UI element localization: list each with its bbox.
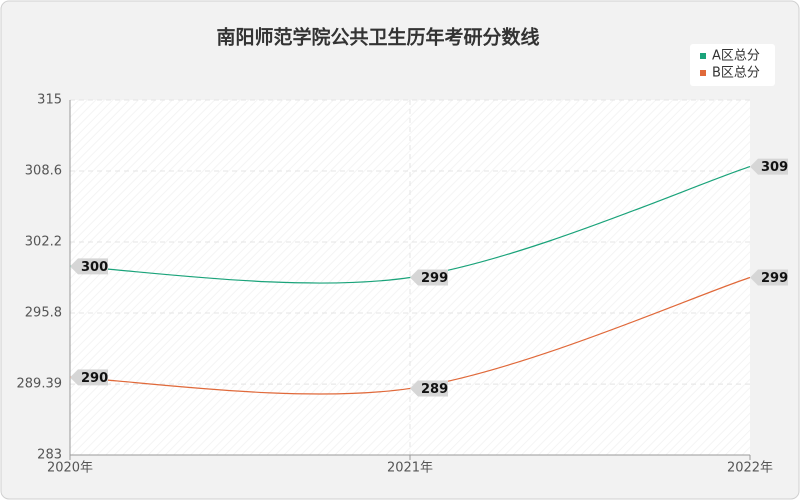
value-tag xyxy=(750,269,788,286)
x-tick-label: 2020年 xyxy=(47,461,93,476)
x-tick-label: 2022年 xyxy=(727,461,773,476)
value-tag xyxy=(410,269,448,286)
legend-swatch xyxy=(700,70,706,76)
value-tag xyxy=(70,258,108,275)
y-tick-label: 315 xyxy=(37,93,62,108)
x-tick-label: 2021年 xyxy=(387,461,433,476)
value-label: 290 xyxy=(81,371,108,386)
y-tick-label: 295.8 xyxy=(25,306,62,321)
value-label: 299 xyxy=(421,271,448,286)
value-label: 309 xyxy=(761,160,788,175)
value-tag xyxy=(750,158,788,175)
y-tick-label: 289.39 xyxy=(17,377,63,392)
y-tick-label: 302.2 xyxy=(25,235,62,250)
legend-label[interactable]: B区总分 xyxy=(712,66,760,81)
legend-swatch xyxy=(700,53,706,59)
value-label: 299 xyxy=(761,271,788,286)
chart-title: 南阳师范学院公共卫生历年考研分数线 xyxy=(216,26,539,49)
value-label: 300 xyxy=(81,260,108,275)
series-line xyxy=(69,276,751,395)
legend-label[interactable]: A区总分 xyxy=(712,49,760,64)
y-tick-label: 283 xyxy=(37,448,62,463)
legend-box xyxy=(690,44,775,86)
value-tag xyxy=(70,369,108,386)
y-tick-label: 308.6 xyxy=(25,164,62,179)
value-tag xyxy=(410,380,448,397)
value-label: 289 xyxy=(421,382,448,397)
